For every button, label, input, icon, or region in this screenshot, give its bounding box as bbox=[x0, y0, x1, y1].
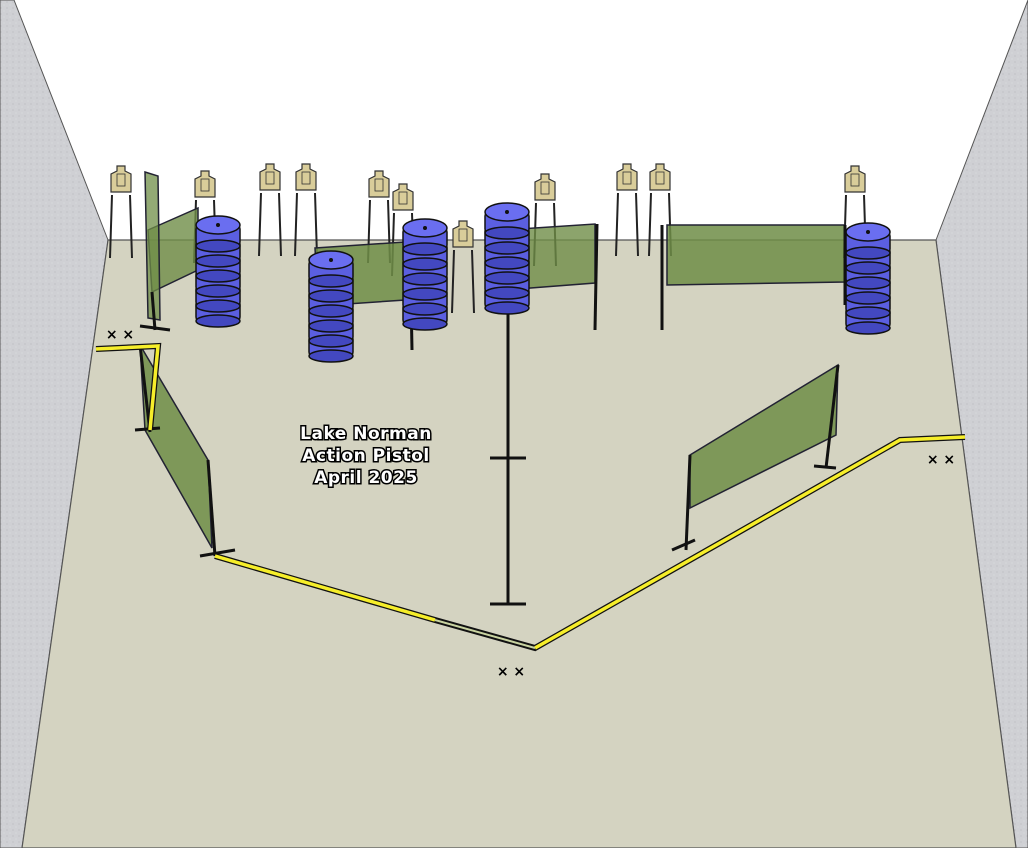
target bbox=[294, 163, 318, 257]
stage-club: Lake Norman bbox=[300, 424, 432, 444]
stage-title: Lake Norman Action Pistol April 2025 bbox=[299, 423, 433, 490]
target bbox=[451, 220, 475, 314]
stage-discipline: Action Pistol bbox=[302, 446, 429, 466]
barrel-stack bbox=[845, 222, 891, 335]
barrel-stack bbox=[308, 250, 354, 363]
start-mark-left: × × bbox=[106, 327, 134, 343]
barrel-stacks bbox=[195, 202, 891, 363]
right-berm-wall bbox=[935, 0, 1028, 848]
start-mark-center: × × bbox=[497, 664, 525, 680]
barrel-stack bbox=[195, 215, 241, 328]
wall-panel bbox=[666, 224, 846, 286]
target-group bbox=[109, 163, 867, 314]
barrel-stack bbox=[484, 202, 530, 315]
start-mark-right: × × bbox=[927, 452, 955, 468]
target bbox=[109, 165, 133, 259]
target bbox=[615, 163, 639, 257]
stage-date: April 2025 bbox=[314, 468, 418, 488]
shooting-position-marks: × × × × × × bbox=[106, 327, 955, 680]
fault-lines bbox=[95, 342, 966, 652]
barrel-stack bbox=[402, 218, 448, 331]
wall-panel bbox=[139, 344, 213, 549]
wall-panel bbox=[144, 170, 161, 321]
target bbox=[258, 163, 282, 257]
range-floor bbox=[21, 239, 1017, 848]
